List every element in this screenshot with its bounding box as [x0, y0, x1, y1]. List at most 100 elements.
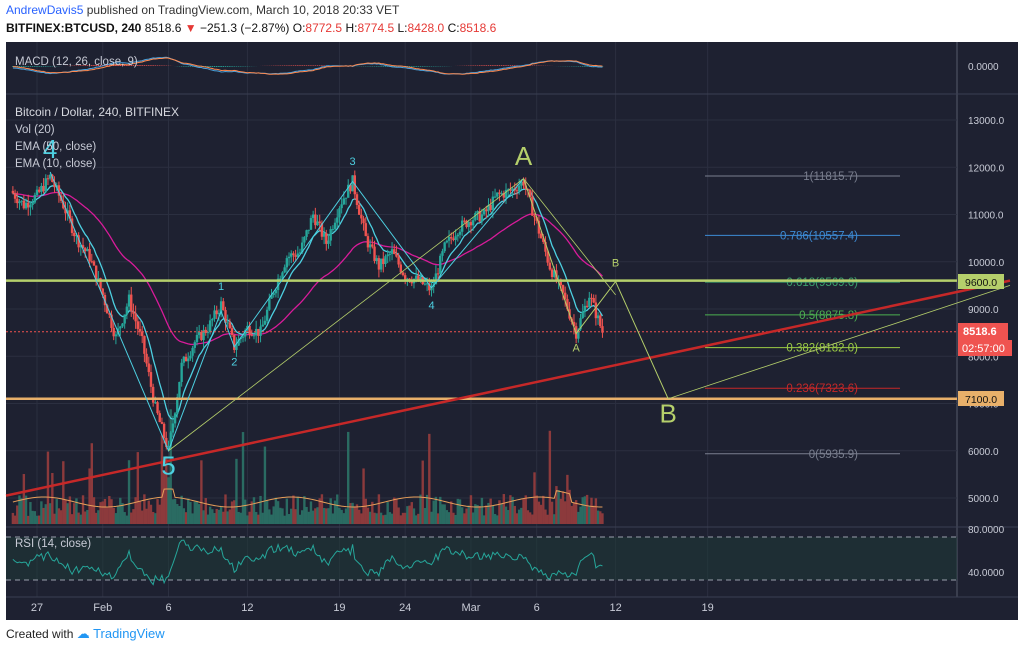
volume-bar: [599, 511, 602, 524]
candle-body: [347, 184, 350, 198]
volume-bar: [191, 513, 194, 524]
volume-bar: [393, 497, 396, 524]
volume-bar: [441, 504, 444, 524]
close-value: 8518.6: [459, 21, 497, 35]
candle-body: [292, 253, 295, 256]
tradingview-brand-link[interactable]: TradingView: [93, 626, 165, 641]
candle-body: [42, 185, 45, 192]
candle-body: [16, 198, 19, 204]
candle-body: [162, 423, 166, 438]
volume-bar: [432, 500, 435, 524]
volume-bar: [561, 491, 565, 524]
volume-bar: [456, 498, 459, 524]
candle-body: [18, 201, 21, 204]
candle-body: [419, 277, 422, 281]
volume-bar: [520, 507, 523, 524]
volume-bar: [377, 494, 381, 524]
volume-bar: [539, 504, 543, 524]
volume-bar: [340, 509, 343, 524]
candle-body: [53, 182, 56, 188]
volume-bar: [31, 510, 34, 524]
volume-bar: [200, 460, 203, 524]
candle-body: [425, 283, 429, 285]
candle-body: [360, 214, 363, 219]
candle-body: [550, 269, 554, 278]
candle-body: [357, 205, 361, 215]
candle-body: [338, 208, 341, 218]
candle-body: [471, 220, 475, 226]
price-chart[interactable]: MACD (12, 26, close, 9) 0.0000 13000.012…: [0, 42, 1018, 620]
level-7100-tag: [958, 391, 1004, 406]
price-change: −251.3 (−2.87%): [199, 21, 290, 35]
candle-body: [548, 262, 552, 270]
wave-label: A: [572, 343, 580, 355]
volume-bar: [421, 460, 424, 524]
rsi-band: [6, 537, 957, 580]
volume-bar: [305, 506, 308, 524]
volume-bar: [417, 513, 420, 524]
volume-bar: [235, 458, 238, 524]
candle-body: [62, 200, 65, 209]
candle-body: [465, 220, 468, 227]
candle-body: [48, 174, 52, 179]
rsi-label: RSI (14, close): [15, 538, 91, 550]
candle-body: [553, 270, 556, 278]
volume-bar: [165, 456, 168, 524]
volume-bar: [474, 504, 477, 524]
price-tick-label: 11000.0: [968, 211, 1004, 222]
candle-body: [261, 324, 264, 327]
candle-body: [20, 200, 23, 202]
volume-bar: [445, 510, 449, 524]
volume-bar: [524, 495, 527, 524]
candle-body: [478, 211, 481, 222]
volume-bar: [577, 511, 580, 524]
volume-bar: [296, 496, 300, 524]
candle-body: [160, 422, 164, 424]
candle-body: [24, 202, 28, 209]
volume-bar: [572, 502, 576, 524]
volume-bar: [287, 514, 291, 524]
volume-bar: [213, 513, 216, 524]
volume-bar: [149, 504, 153, 524]
candle-body: [145, 353, 148, 364]
candle-body: [244, 330, 247, 337]
candle-body: [176, 397, 179, 414]
volume-bar: [439, 496, 442, 524]
volume-bar: [528, 512, 532, 524]
volume-bar: [252, 497, 256, 524]
candle-body: [406, 278, 409, 281]
volume-bar: [197, 504, 201, 524]
volume-bar: [298, 514, 302, 524]
author-link[interactable]: AndrewDavis5: [6, 3, 84, 17]
volume-bar: [336, 494, 339, 524]
candle-body: [399, 264, 403, 273]
volume-bar: [458, 499, 462, 524]
volume-bar: [283, 515, 286, 524]
candle-body: [241, 336, 245, 338]
candle-body: [445, 240, 449, 243]
candle-body: [577, 329, 580, 339]
candle-body: [189, 355, 192, 359]
volume-bar: [233, 500, 236, 524]
candle-body: [40, 185, 43, 192]
volume-bar: [423, 508, 427, 524]
volume-bar: [202, 510, 205, 524]
volume-bar: [601, 513, 604, 524]
volume-bar: [588, 505, 591, 524]
candle-body: [327, 240, 330, 244]
publish-text: published on TradingView.com, March 10, …: [86, 3, 400, 17]
volume-bar: [478, 505, 481, 524]
open-label: O:: [292, 21, 306, 35]
candle-body: [572, 321, 576, 327]
candle-body: [228, 322, 232, 329]
candle-body: [316, 221, 319, 226]
volume-bar: [515, 513, 519, 524]
wave-label: 4: [428, 300, 434, 312]
candle-body: [428, 283, 431, 291]
volume-bar: [244, 499, 247, 524]
candle-body: [92, 261, 96, 266]
candle-body: [382, 258, 385, 265]
volume-bar: [29, 502, 32, 524]
volume-bar: [90, 443, 93, 524]
correction-wave-path: [523, 178, 669, 399]
